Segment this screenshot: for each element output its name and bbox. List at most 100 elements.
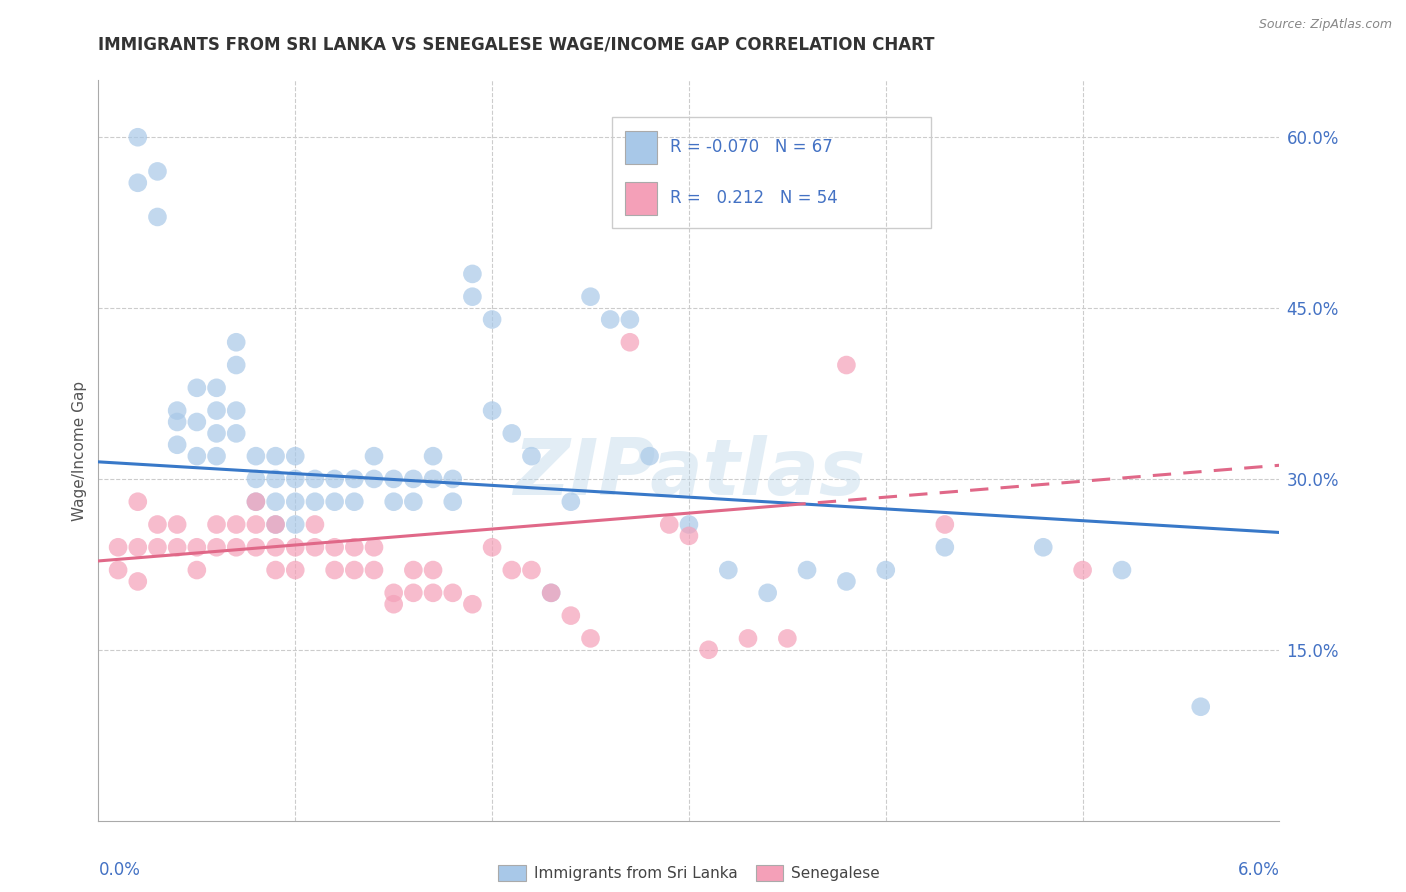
- Point: [225, 517, 247, 532]
- Point: [461, 267, 484, 281]
- Point: [107, 541, 129, 555]
- Point: [146, 210, 169, 224]
- Point: [304, 541, 326, 555]
- Point: [481, 541, 503, 555]
- Point: [166, 415, 188, 429]
- Point: [560, 608, 582, 623]
- Point: [225, 358, 247, 372]
- Point: [245, 494, 267, 508]
- Point: [284, 494, 307, 508]
- Point: [323, 563, 346, 577]
- Point: [186, 449, 208, 463]
- Point: [756, 586, 779, 600]
- Point: [1032, 541, 1054, 555]
- Text: 6.0%: 6.0%: [1237, 862, 1279, 880]
- Text: 0.0%: 0.0%: [98, 862, 141, 880]
- Point: [127, 574, 149, 589]
- Point: [205, 517, 228, 532]
- Point: [205, 426, 228, 441]
- Point: [127, 541, 149, 555]
- Point: [186, 541, 208, 555]
- Text: Source: ZipAtlas.com: Source: ZipAtlas.com: [1258, 18, 1392, 31]
- Point: [1111, 563, 1133, 577]
- Point: [166, 438, 188, 452]
- Point: [560, 494, 582, 508]
- Point: [540, 586, 562, 600]
- Point: [422, 449, 444, 463]
- Text: R = -0.070   N = 67: R = -0.070 N = 67: [669, 138, 832, 156]
- Point: [343, 494, 366, 508]
- Point: [225, 541, 247, 555]
- Point: [579, 290, 602, 304]
- Text: ZIPatlas: ZIPatlas: [513, 434, 865, 511]
- Point: [245, 449, 267, 463]
- Point: [205, 449, 228, 463]
- Point: [304, 494, 326, 508]
- Point: [441, 472, 464, 486]
- Point: [304, 517, 326, 532]
- Point: [225, 403, 247, 417]
- Point: [520, 449, 543, 463]
- Point: [284, 563, 307, 577]
- Point: [619, 335, 641, 350]
- Point: [245, 517, 267, 532]
- Point: [678, 529, 700, 543]
- Point: [481, 312, 503, 326]
- Point: [245, 541, 267, 555]
- Point: [245, 494, 267, 508]
- Point: [382, 494, 405, 508]
- Point: [363, 472, 385, 486]
- Point: [501, 563, 523, 577]
- Point: [363, 541, 385, 555]
- Point: [264, 494, 287, 508]
- Point: [264, 563, 287, 577]
- Bar: [624, 130, 657, 164]
- Point: [343, 472, 366, 486]
- Text: IMMIGRANTS FROM SRI LANKA VS SENEGALESE WAGE/INCOME GAP CORRELATION CHART: IMMIGRANTS FROM SRI LANKA VS SENEGALESE …: [98, 36, 935, 54]
- Point: [186, 415, 208, 429]
- Point: [461, 290, 484, 304]
- Point: [205, 541, 228, 555]
- Point: [875, 563, 897, 577]
- Point: [382, 586, 405, 600]
- Point: [422, 472, 444, 486]
- Point: [638, 449, 661, 463]
- Point: [579, 632, 602, 646]
- Point: [205, 403, 228, 417]
- Point: [678, 517, 700, 532]
- Point: [796, 563, 818, 577]
- Point: [264, 541, 287, 555]
- Point: [127, 176, 149, 190]
- Point: [835, 574, 858, 589]
- Point: [382, 597, 405, 611]
- Point: [402, 494, 425, 508]
- Point: [382, 472, 405, 486]
- Point: [461, 597, 484, 611]
- Bar: [624, 182, 657, 215]
- Point: [146, 517, 169, 532]
- Point: [284, 541, 307, 555]
- Point: [717, 563, 740, 577]
- Point: [166, 403, 188, 417]
- Point: [1071, 563, 1094, 577]
- Point: [658, 517, 681, 532]
- Point: [441, 586, 464, 600]
- Point: [186, 563, 208, 577]
- Point: [422, 586, 444, 600]
- Point: [363, 449, 385, 463]
- Point: [225, 426, 247, 441]
- Point: [166, 517, 188, 532]
- Point: [402, 586, 425, 600]
- Point: [284, 472, 307, 486]
- Point: [127, 130, 149, 145]
- Point: [481, 403, 503, 417]
- Point: [186, 381, 208, 395]
- Point: [205, 381, 228, 395]
- Point: [540, 586, 562, 600]
- Point: [737, 632, 759, 646]
- Point: [107, 563, 129, 577]
- Point: [343, 541, 366, 555]
- Point: [402, 472, 425, 486]
- Point: [776, 632, 799, 646]
- Point: [835, 358, 858, 372]
